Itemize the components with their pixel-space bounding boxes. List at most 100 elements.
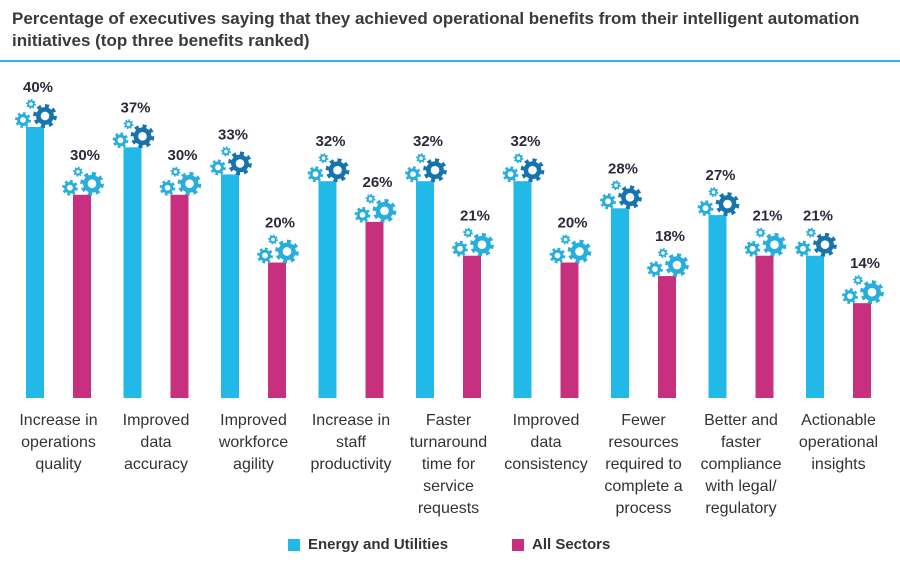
gear-hole: [605, 198, 611, 205]
gear-hole: [20, 117, 26, 123]
category-label-line: accuracy: [123, 456, 189, 473]
data-label-energy-6: 28%: [608, 160, 638, 177]
legend-label-energy: Energy and Utilities: [308, 536, 449, 553]
gear-hole: [67, 184, 73, 191]
category-label-line: Better and: [704, 412, 778, 429]
gear-cluster-icon: [307, 153, 350, 183]
gear-hole: [185, 179, 194, 189]
data-label-all-sectors-0: 30%: [70, 147, 100, 164]
gear-hole: [614, 183, 618, 188]
category-label-line: quality: [35, 456, 82, 473]
gear-hole: [126, 122, 131, 127]
gear-hole: [466, 230, 470, 235]
category-label-6: Fewer resources required to complete a proce…: [596, 410, 692, 520]
category-label-line: Improved: [512, 412, 580, 429]
gear-hole: [271, 237, 275, 242]
category-label-3: Increase in staff productivity: [303, 410, 399, 476]
gear-hole: [321, 156, 326, 160]
category-label-4: Faster turnaround time for service requests: [401, 410, 497, 520]
gear-cluster-icon: [549, 234, 592, 264]
gear-cluster-icon: [744, 227, 787, 257]
category-label-line: data: [140, 434, 172, 451]
data-label-energy-7: 27%: [705, 167, 735, 184]
gear-hole: [575, 247, 584, 256]
category-label-line: resources: [608, 434, 679, 451]
gear-hole: [164, 184, 171, 191]
bar-all-sectors-5: [560, 262, 579, 398]
bar-all-sectors-4: [463, 255, 481, 398]
category-label-line: complete a: [604, 478, 683, 495]
gear-hole: [528, 165, 537, 175]
category-label-5: Improved data consistency: [498, 410, 594, 476]
gear-hole: [711, 190, 716, 194]
gear-hole: [672, 260, 682, 270]
data-label-energy-8: 21%: [803, 208, 833, 225]
category-label-line: operational: [798, 434, 879, 451]
gear-cluster-icon: [62, 166, 104, 196]
bar-energy-2: [221, 174, 239, 398]
bar-all-sectors-1: [170, 194, 189, 398]
category-label-line: service: [423, 478, 474, 495]
category-label-line: process: [615, 500, 672, 517]
gear-hole: [625, 192, 635, 202]
gear-cluster-icon: [647, 248, 689, 278]
gear-hole: [457, 245, 463, 252]
gear-cluster-icon: [697, 187, 740, 217]
gear-hole: [40, 111, 50, 121]
legend-item-energy: Energy and Utilities: [288, 536, 448, 553]
gear-hole: [87, 179, 97, 189]
gear-hole: [856, 278, 860, 282]
bar-energy-5: [513, 181, 532, 398]
category-label-line: workforce: [218, 434, 289, 451]
category-label-line: consistency: [504, 456, 588, 473]
gear-hole: [262, 252, 268, 259]
gear-cluster-icon: [405, 153, 447, 183]
category-label-0: Increase in operations quality: [11, 410, 107, 476]
bar-energy-0: [26, 127, 44, 398]
gear-hole: [652, 266, 658, 272]
category-label-line: requests: [417, 500, 480, 517]
gear-cluster-icon: [842, 275, 884, 305]
gear-cluster-icon: [452, 227, 494, 257]
category-label-line: staff: [336, 434, 366, 451]
gear-hole: [661, 251, 665, 255]
category-label-line: operations: [21, 434, 96, 451]
bar-all-sectors-3: [365, 221, 384, 398]
gear-hole: [430, 165, 440, 175]
legend-label-all-sectors: All Sectors: [532, 536, 611, 553]
data-label-all-sectors-2: 20%: [265, 215, 295, 232]
gear-hole: [333, 165, 342, 175]
gear-hole: [380, 206, 389, 216]
gear-cluster-icon: [502, 153, 545, 183]
gear-cluster-icon: [15, 99, 57, 128]
gear-hole: [770, 240, 779, 250]
gear-hole: [215, 164, 221, 171]
legend: Energy and Utilities All Sectors: [0, 536, 900, 556]
gear-hole: [758, 230, 763, 235]
gear-cluster-icon: [354, 193, 397, 223]
bar-all-sectors-7: [755, 255, 774, 398]
category-label-line: with legal/: [705, 478, 777, 495]
gear-hole: [359, 211, 366, 218]
legend-item-all-sectors: All Sectors: [512, 536, 610, 553]
data-label-energy-4: 32%: [413, 133, 443, 150]
gear-hole: [368, 197, 373, 201]
gear-cluster-icon: [210, 146, 252, 176]
data-label-all-sectors-3: 26%: [362, 174, 392, 191]
gear-hole: [312, 171, 319, 178]
data-label-all-sectors-5: 20%: [557, 215, 587, 232]
gear-cluster-icon: [257, 234, 299, 264]
data-label-energy-3: 32%: [315, 133, 345, 150]
bar-all-sectors-2: [268, 262, 286, 398]
data-label-all-sectors-1: 30%: [167, 147, 197, 164]
gear-hole: [507, 171, 514, 178]
data-label-energy-2: 33%: [218, 126, 248, 143]
chart-title: Percentage of executives saying that the…: [12, 9, 860, 50]
gear-hole: [749, 245, 756, 252]
bar-energy-4: [416, 181, 434, 398]
gear-hole: [867, 287, 877, 297]
gear-cluster-icon: [112, 119, 155, 149]
category-label-line: Increase in: [19, 412, 98, 429]
gear-hole: [477, 240, 487, 250]
gear-hole: [809, 230, 813, 235]
